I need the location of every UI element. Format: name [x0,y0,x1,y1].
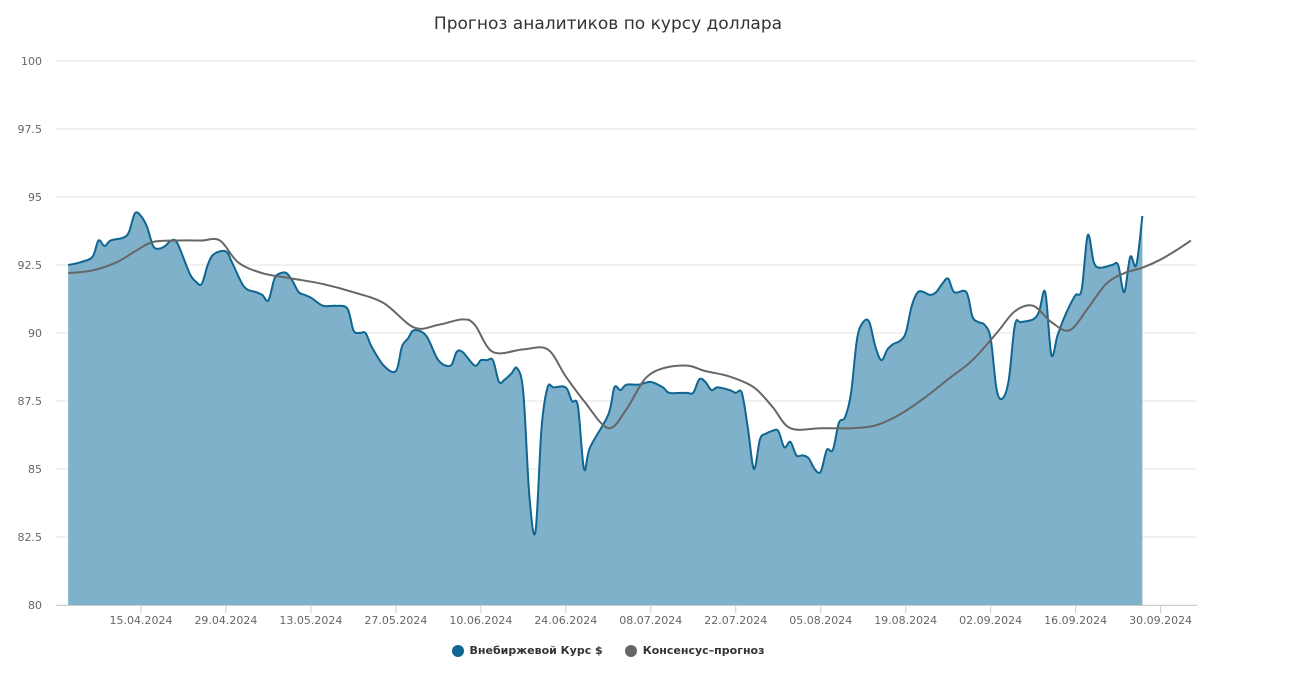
x-tick-label: 15.04.2024 [109,614,172,627]
y-tick-label: 85 [28,463,42,476]
y-tick-label: 100 [21,55,42,68]
legend-item-consensus[interactable]: Консенсус–прогноз [624,644,765,657]
x-tick-label: 27.05.2024 [364,614,427,627]
y-tick-label: 90 [28,327,42,340]
x-tick-label: 02.09.2024 [959,614,1022,627]
legend: Внебиржевой Курс $ Консенсус–прогноз [0,644,1216,657]
y-tick-label: 92.5 [18,259,43,272]
x-tick-label: 22.07.2024 [704,614,767,627]
line-consensus [68,237,1192,431]
x-tick-label: 19.08.2024 [874,614,937,627]
legend-marker-consensus [624,644,637,657]
x-tick-label: 13.05.2024 [279,614,342,627]
y-tick-label: 82.5 [18,531,43,544]
legend-label-consensus: Консенсус–прогноз [642,644,765,657]
y-tick-label: 95 [28,191,42,204]
x-tick-label: 16.09.2024 [1044,614,1107,627]
y-tick-label: 97.5 [18,123,43,136]
legend-item-market-rate[interactable]: Внебиржевой Курс $ [451,644,603,657]
x-tick-label: 29.04.2024 [194,614,257,627]
x-tick-label: 08.07.2024 [619,614,682,627]
line-market-rate [67,211,1144,536]
series-layer [67,211,1192,605]
legend-label-market-rate: Внебиржевой Курс $ [469,644,603,657]
chart-title: Прогноз аналитиков по курсу доллара [433,14,783,34]
x-tick-label: 10.06.2024 [449,614,512,627]
x-tick-label: 24.06.2024 [534,614,597,627]
x-tick-label: 05.08.2024 [789,614,852,627]
y-axis: 80 82.5 85 87.5 90 92.5 95 97.5 100 [18,55,43,612]
legend-marker-market-rate [451,644,464,657]
x-tick-label: 30.09.2024 [1129,614,1192,627]
y-tick-label: 87.5 [18,395,43,408]
area-market-rate [68,212,1143,605]
y-tick-label: 80 [28,599,42,612]
x-axis: 15.04.2024 29.04.2024 13.05.2024 27.05.2024… [56,605,1197,627]
